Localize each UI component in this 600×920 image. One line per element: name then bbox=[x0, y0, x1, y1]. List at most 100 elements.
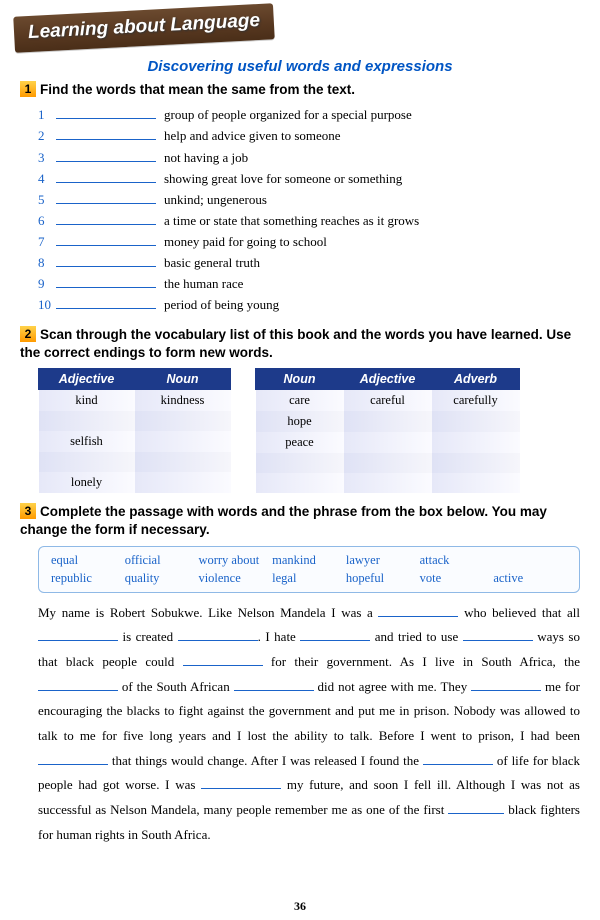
wordbox-word: lawyer bbox=[346, 553, 420, 568]
table-noun-adj-adv: NounAdjectiveAdverbcarecarefulcarefullyh… bbox=[255, 368, 520, 493]
ex2-title: Scan through the vocabulary list of this… bbox=[20, 327, 571, 360]
td[interactable]: selfish bbox=[39, 431, 135, 452]
ex1-heading: 1 Find the words that mean the same from … bbox=[20, 81, 580, 99]
ex2-tables: AdjectiveNounkindkindnessselfish lonely N… bbox=[38, 368, 580, 493]
blank-input[interactable] bbox=[423, 754, 493, 764]
wordbox-word: quality bbox=[125, 571, 199, 586]
blank-input[interactable] bbox=[38, 754, 108, 764]
table-row: lonely bbox=[39, 472, 231, 493]
blank-input[interactable] bbox=[56, 192, 156, 204]
blank-input[interactable] bbox=[463, 631, 533, 641]
table-adj-noun: AdjectiveNounkindkindnessselfish lonely bbox=[38, 368, 231, 493]
blank-input[interactable] bbox=[56, 277, 156, 289]
th: Adverb bbox=[432, 369, 520, 390]
def-text: a time or state that something reaches a… bbox=[164, 211, 419, 231]
table-row bbox=[39, 452, 231, 472]
td[interactable] bbox=[135, 411, 231, 431]
td[interactable] bbox=[432, 411, 520, 432]
blank-input[interactable] bbox=[38, 680, 118, 690]
td[interactable] bbox=[432, 473, 520, 493]
td[interactable] bbox=[135, 431, 231, 452]
td[interactable]: carefully bbox=[432, 390, 520, 412]
wordbox-word: mankind bbox=[272, 553, 346, 568]
th: Adjective bbox=[344, 369, 432, 390]
blank-input[interactable] bbox=[56, 108, 156, 120]
wordbox-word bbox=[493, 553, 567, 568]
th: Noun bbox=[135, 369, 231, 390]
td[interactable]: careful bbox=[344, 390, 432, 412]
td[interactable]: peace bbox=[256, 432, 344, 453]
td[interactable] bbox=[135, 452, 231, 472]
wordbox-word: worry about bbox=[198, 553, 272, 568]
blank-input[interactable] bbox=[56, 171, 156, 183]
def-text: not having a job bbox=[164, 148, 248, 168]
td[interactable] bbox=[344, 411, 432, 432]
def-item: 1group of people organized for a special… bbox=[38, 105, 580, 125]
ex1-title: Find the words that mean the same from t… bbox=[40, 82, 355, 97]
blank-input[interactable] bbox=[300, 631, 370, 641]
blank-input[interactable] bbox=[56, 150, 156, 162]
blank-input[interactable] bbox=[234, 680, 314, 690]
p-text: that things would change. After I was re… bbox=[108, 753, 423, 768]
def-text: unkind; ungenerous bbox=[164, 190, 267, 210]
td[interactable] bbox=[432, 453, 520, 473]
blank-input[interactable] bbox=[56, 129, 156, 141]
def-item: 2help and advice given to someone bbox=[38, 126, 580, 146]
wordbox-word: attack bbox=[420, 553, 494, 568]
page-number: 36 bbox=[0, 899, 600, 914]
blank-input[interactable] bbox=[201, 779, 281, 789]
def-text: help and advice given to someone bbox=[164, 126, 341, 146]
ex3-title: Complete the passage with words and the … bbox=[20, 504, 547, 537]
blank-input[interactable] bbox=[178, 631, 258, 641]
table-row: peace bbox=[256, 432, 520, 453]
blank-input[interactable] bbox=[56, 234, 156, 246]
blank-input[interactable] bbox=[56, 213, 156, 225]
td[interactable] bbox=[256, 453, 344, 473]
table-row bbox=[256, 453, 520, 473]
th: Adjective bbox=[39, 369, 135, 390]
def-index: 3 bbox=[38, 148, 56, 168]
wordbox-row: republicqualityviolencelegalhopefulvotea… bbox=[51, 571, 567, 586]
wordbox-word: hopeful bbox=[346, 571, 420, 586]
td[interactable] bbox=[135, 472, 231, 493]
wordbox-word: official bbox=[125, 553, 199, 568]
td[interactable] bbox=[344, 473, 432, 493]
td[interactable]: hope bbox=[256, 411, 344, 432]
blank-input[interactable] bbox=[56, 298, 156, 310]
ex1-list: 1group of people organized for a special… bbox=[38, 105, 580, 315]
subtitle: Discovering useful words and expressions bbox=[20, 58, 580, 75]
blank-input[interactable] bbox=[471, 680, 541, 690]
td[interactable] bbox=[39, 411, 135, 431]
td[interactable] bbox=[344, 453, 432, 473]
def-index: 6 bbox=[38, 211, 56, 231]
wordbox-word: republic bbox=[51, 571, 125, 586]
def-item: 6 a time or state that something reaches … bbox=[38, 211, 580, 231]
td[interactable]: kind bbox=[39, 390, 135, 412]
def-item: 7money paid for going to school bbox=[38, 232, 580, 252]
ex3-passage: My name is Robert Sobukwe. Like Nelson M… bbox=[38, 601, 580, 848]
td[interactable] bbox=[39, 452, 135, 472]
p-text: did not agree with me. They bbox=[314, 679, 472, 694]
def-text: showing great love for someone or someth… bbox=[164, 169, 402, 189]
ex1-num: 1 bbox=[20, 81, 36, 97]
blank-input[interactable] bbox=[183, 655, 263, 665]
p-text: for their government. As I live in South… bbox=[263, 654, 580, 669]
td[interactable]: care bbox=[256, 390, 344, 412]
td[interactable] bbox=[256, 473, 344, 493]
blank-input[interactable] bbox=[448, 804, 504, 814]
def-text: basic general truth bbox=[164, 253, 260, 273]
blank-input[interactable] bbox=[56, 256, 156, 268]
td[interactable]: kindness bbox=[135, 390, 231, 412]
def-item: 5unkind; ungenerous bbox=[38, 190, 580, 210]
def-item: 9the human race bbox=[38, 274, 580, 294]
def-item: 8basic general truth bbox=[38, 253, 580, 273]
wordbox-word: violence bbox=[198, 571, 272, 586]
def-index: 4 bbox=[38, 169, 56, 189]
page-banner: Learning about Language bbox=[13, 3, 275, 53]
blank-input[interactable] bbox=[38, 631, 118, 641]
td[interactable]: lonely bbox=[39, 472, 135, 493]
p-text: of the South African bbox=[118, 679, 234, 694]
td[interactable] bbox=[432, 432, 520, 453]
td[interactable] bbox=[344, 432, 432, 453]
blank-input[interactable] bbox=[378, 606, 458, 616]
